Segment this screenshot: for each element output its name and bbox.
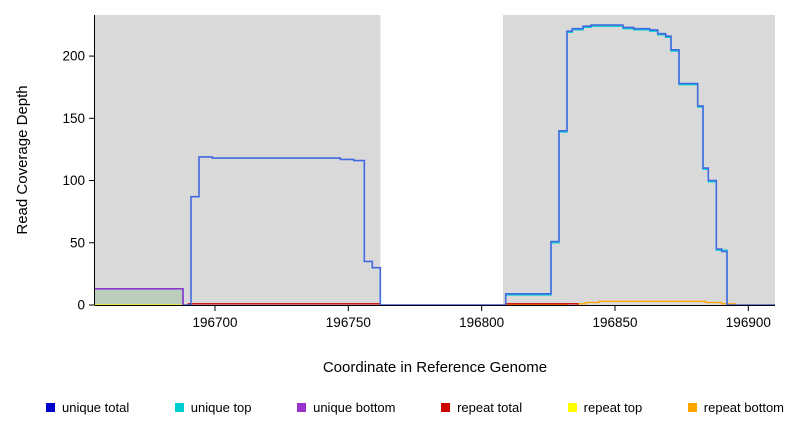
legend-label: repeat top — [583, 400, 643, 415]
series-unique-bottom-line — [95, 288, 184, 305]
y-tick-label: 50 — [70, 235, 85, 250]
repeat-total-swatch-icon — [441, 403, 451, 412]
left-underfill-region — [95, 288, 183, 305]
x-tick-label: 196750 — [326, 315, 371, 330]
axes: 196700 196750 196800 196850 196900 0 50 100 150 2… — [62, 15, 775, 330]
legend: unique total unique top unique bottom re… — [46, 400, 784, 415]
y-tick-label: 150 — [62, 111, 85, 126]
legend-item-repeat-bottom: repeat bottom — [687, 400, 784, 415]
y-tick-label: 200 — [62, 49, 85, 64]
y-axis-title: Read Coverage Depth — [14, 85, 31, 234]
legend-item-unique-bottom: unique bottom — [297, 400, 396, 415]
series-unique-total-line — [95, 24, 775, 306]
x-tick-label: 196800 — [459, 315, 504, 330]
unique-total-swatch-icon — [46, 403, 55, 412]
x-axis-title: Coordinate in Reference Genome — [323, 359, 547, 376]
legend-label: repeat total — [457, 400, 523, 415]
legend-item-repeat-top: repeat top — [567, 400, 643, 415]
y-tick-label: 100 — [62, 173, 85, 188]
zero-coverage-gap-region — [380, 15, 503, 305]
legend-label: unique bottom — [313, 400, 396, 415]
legend-item-repeat-total: repeat total — [441, 400, 522, 415]
legend-label: unique total — [62, 400, 130, 415]
y-tick-label: 0 — [77, 298, 85, 313]
repeat-top-swatch-icon — [567, 403, 577, 412]
legend-label: unique top — [190, 400, 252, 415]
x-tick-label: 196850 — [592, 315, 637, 330]
plot-area — [95, 15, 775, 306]
x-tick-label: 196900 — [726, 315, 771, 330]
unique-bottom-swatch-icon — [297, 403, 307, 412]
unique-top-swatch-icon — [174, 403, 184, 412]
repeat-bottom-swatch-icon — [687, 403, 697, 412]
legend-item-unique-top: unique top — [174, 400, 252, 415]
x-tick-label: 196700 — [192, 315, 237, 330]
legend-item-unique-total: unique total — [46, 400, 129, 415]
legend-label: repeat bottom — [703, 400, 784, 415]
